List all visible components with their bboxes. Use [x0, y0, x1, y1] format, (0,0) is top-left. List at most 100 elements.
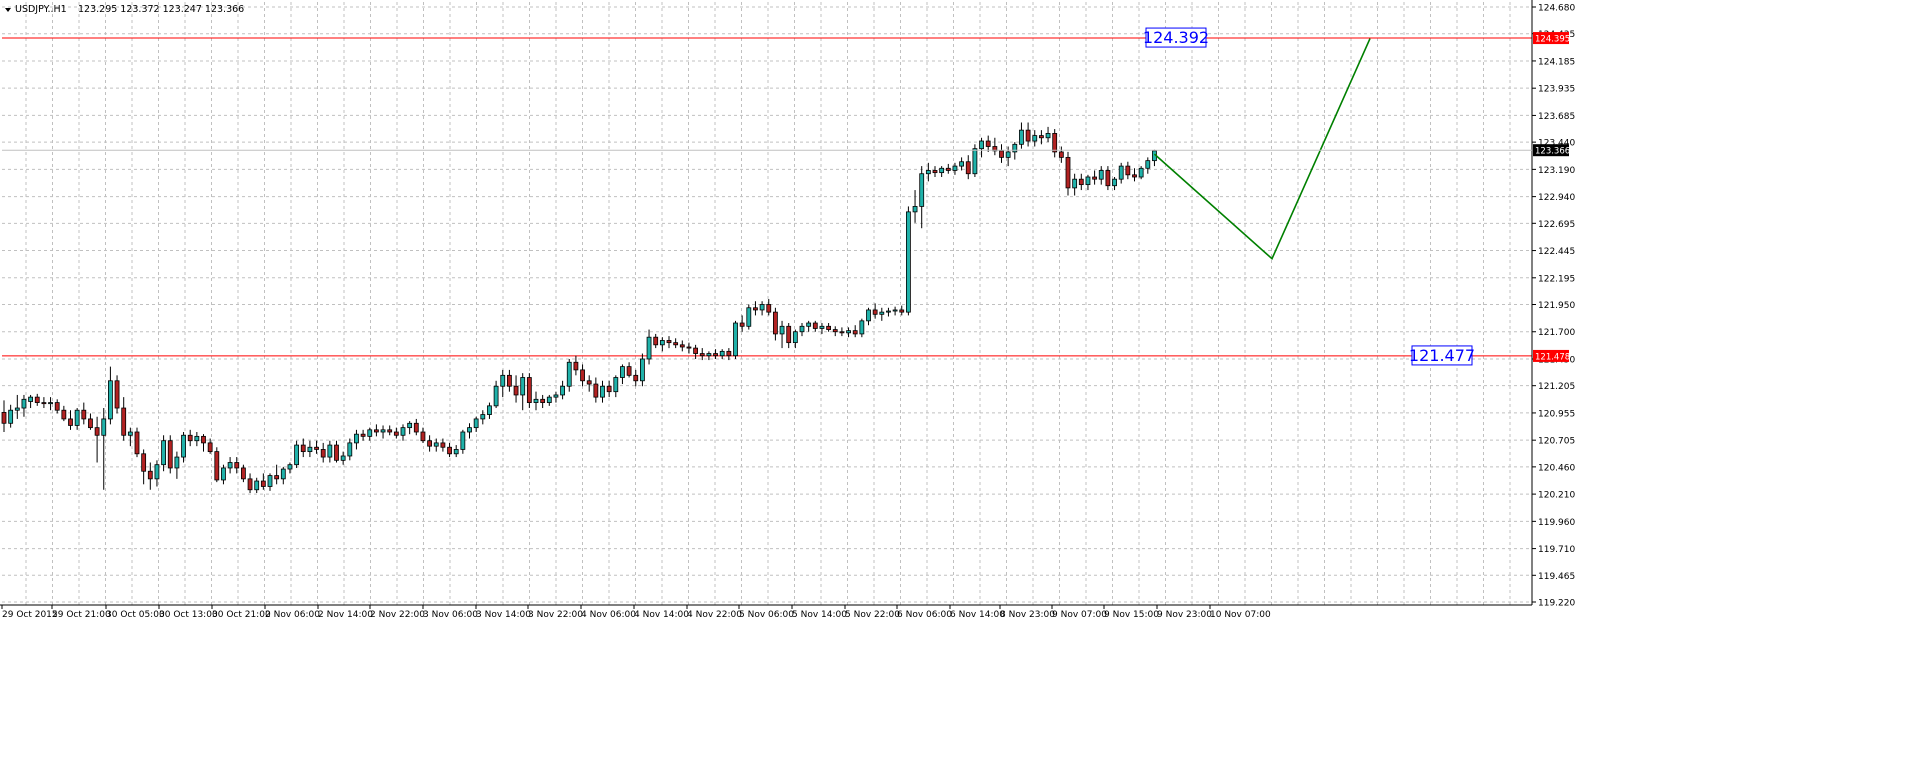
candle — [14, 394, 20, 419]
candle — [919, 166, 925, 229]
candle — [753, 301, 758, 316]
candle — [314, 440, 319, 454]
candle-body — [407, 422, 413, 429]
candle-body — [300, 444, 306, 453]
candle-body — [334, 444, 339, 461]
candle-body — [234, 462, 240, 469]
candle — [21, 394, 27, 417]
time-tick-label: 30 Oct 21:00 — [212, 610, 271, 620]
line-label-text: 121.477 — [1409, 346, 1475, 365]
candle-body — [872, 309, 878, 315]
candle — [134, 427, 140, 458]
candle — [54, 399, 60, 414]
price-tick-label: 120.955 — [1538, 409, 1575, 419]
candle — [832, 326, 838, 337]
time-tick-label: 4 Nov 22:00 — [687, 610, 742, 620]
line-label-box[interactable] — [1411, 345, 1473, 366]
candle — [506, 369, 512, 392]
candle — [613, 375, 619, 398]
candle-body — [1078, 178, 1084, 186]
candle-body — [81, 409, 87, 420]
candle-body — [646, 336, 652, 360]
candle — [88, 413, 93, 430]
candle — [626, 362, 632, 378]
candle-body — [706, 353, 712, 357]
candle-body — [613, 377, 619, 393]
candle-body — [354, 433, 359, 444]
candle — [34, 393, 40, 406]
candle-body — [154, 464, 160, 480]
candle — [992, 137, 998, 156]
candle-body — [21, 398, 27, 409]
candle-body — [227, 462, 233, 469]
candle-body — [779, 325, 785, 335]
candle-body — [932, 170, 938, 174]
current-price-tag — [1533, 144, 1569, 157]
price-tick-label: 119.960 — [1538, 518, 1575, 528]
candle — [1012, 142, 1018, 160]
candle — [606, 380, 612, 398]
candle-body — [314, 446, 319, 450]
candle-body — [886, 310, 891, 313]
candle-body — [826, 325, 831, 330]
candle — [726, 348, 732, 361]
candle — [792, 329, 798, 349]
time-tick-label: 10 Nov 07:00 — [1210, 610, 1271, 620]
candle-body — [925, 170, 931, 175]
price-tick-label: 123.935 — [1538, 85, 1575, 95]
time-tick-label: 9 Nov 07:00 — [1052, 610, 1107, 620]
candle-body — [979, 140, 984, 150]
candle-body — [221, 467, 226, 481]
candle — [81, 402, 87, 425]
candle — [367, 427, 373, 441]
candle — [300, 438, 306, 458]
projection-line[interactable] — [1153, 38, 1371, 261]
candle — [1065, 151, 1071, 196]
candle-body — [839, 331, 845, 334]
candle — [719, 349, 725, 359]
candle — [945, 163, 951, 174]
candle — [812, 320, 818, 332]
candle — [866, 307, 871, 326]
candle-body — [659, 340, 665, 346]
candle — [513, 375, 519, 403]
candle-body — [759, 304, 765, 311]
candle — [1019, 122, 1024, 149]
candle — [227, 457, 233, 474]
candle-body — [859, 320, 865, 335]
time-tick-label: 30 Oct 05:00 — [106, 610, 165, 620]
candle — [1112, 177, 1117, 191]
dropdown-triangle-icon[interactable] — [5, 8, 11, 12]
candle — [786, 323, 792, 349]
candle-body — [679, 344, 685, 348]
candle — [373, 424, 379, 437]
time-tick-label: 30 Oct 13:00 — [159, 610, 218, 620]
candle-body — [141, 453, 147, 472]
candle — [906, 206, 911, 316]
candle-body — [819, 325, 825, 329]
candle — [101, 408, 107, 490]
candle-body — [600, 385, 605, 398]
line-label-box[interactable] — [1145, 27, 1207, 48]
candle-body — [852, 330, 858, 335]
candle-body — [127, 431, 133, 436]
candle — [121, 397, 127, 441]
candle — [646, 329, 652, 365]
time-tick-label: 29 Oct 21:00 — [52, 610, 111, 620]
price-axis: 124.680124.435124.185123.935123.685123.4… — [2, 0, 1575, 609]
candle — [327, 440, 333, 463]
candle-body — [340, 455, 346, 461]
candle-body — [520, 377, 526, 396]
candle-body — [806, 322, 812, 327]
candle-body — [134, 431, 140, 455]
candle — [1052, 129, 1058, 158]
candle-body — [666, 340, 672, 344]
candle — [147, 462, 153, 490]
candle — [659, 337, 665, 352]
candle — [74, 408, 80, 430]
candle — [859, 318, 865, 338]
candle-body — [1065, 156, 1071, 189]
candle — [666, 336, 672, 349]
